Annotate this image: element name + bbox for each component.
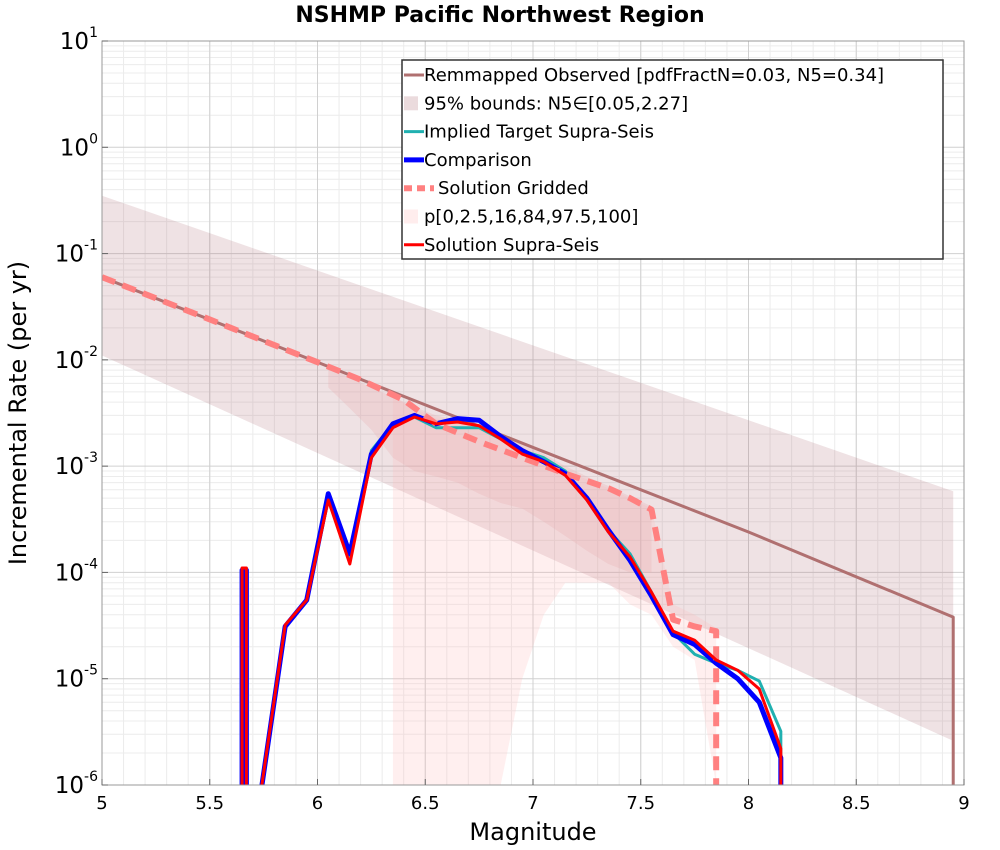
y-tick-base: 10 <box>55 773 84 799</box>
legend-label: Solution Supra-Seis <box>424 235 599 256</box>
y-tick-label: 10-3 <box>55 450 98 480</box>
legend-swatch <box>404 96 418 111</box>
y-tick-exponent: -6 <box>84 769 98 785</box>
legend-label: Solution Gridded <box>438 178 589 199</box>
y-tick-label: 101 <box>60 25 98 55</box>
legend-label: p[0,2.5,16,84,97.5,100] <box>424 207 638 228</box>
series-line <box>102 274 720 785</box>
y-tick-exponent: -5 <box>84 663 98 679</box>
y-axis-label: Incremental Rate (per yr) <box>4 261 32 565</box>
x-ticks: 5 5.5 6 6.5 7 7.5 8 8.5 9 <box>96 779 970 814</box>
y-tick-label: 10-4 <box>55 556 98 586</box>
x-tick-label: 6.5 <box>411 793 440 814</box>
legend-label: Implied Target Supra-Seis <box>424 122 654 143</box>
y-tick-label: 10-2 <box>55 344 98 374</box>
x-tick-label: 9 <box>958 793 969 814</box>
y-tick-base: 10 <box>55 560 84 586</box>
y-tick-exponent: -2 <box>84 344 98 360</box>
y-tick-base: 10 <box>60 29 89 55</box>
legend: Remmapped Observed [pdfFractN=0.03, N5=0… <box>401 59 944 260</box>
x-tick-label: 7.5 <box>626 793 655 814</box>
chart-title: NSHMP Pacific Northwest Region <box>295 3 704 28</box>
y-tick-base: 10 <box>55 667 84 693</box>
y-tick-exponent: -1 <box>84 238 98 254</box>
y-tick-base: 10 <box>55 242 84 268</box>
x-tick-label: 6 <box>312 793 323 814</box>
y-tick-base: 10 <box>55 348 84 374</box>
y-tick-exponent: -3 <box>84 450 98 466</box>
y-tick-exponent: 1 <box>89 25 98 41</box>
y-tick-exponent: -4 <box>84 556 98 572</box>
band-area <box>102 195 954 741</box>
x-tick-label: 8 <box>743 793 754 814</box>
y-tick-label: 10-5 <box>55 663 98 693</box>
y-tick-exponent: 0 <box>89 131 98 147</box>
series-line <box>102 275 955 785</box>
x-tick-label: 5 <box>96 793 107 814</box>
legend-swatch <box>404 209 418 224</box>
band-area <box>392 396 717 785</box>
y-tick-label: 100 <box>60 131 98 161</box>
legend-label: Remmapped Observed [pdfFractN=0.03, N5=0… <box>424 65 884 86</box>
x-axis-label: Magnitude <box>469 818 596 846</box>
legend-frame <box>401 59 944 260</box>
x-tick-label: 5.5 <box>195 793 224 814</box>
y-tick-base: 10 <box>55 454 84 480</box>
y-tick-base: 10 <box>60 135 89 161</box>
y-tick-label: 10-6 <box>55 769 98 799</box>
x-tick-label: 8.5 <box>842 793 871 814</box>
y-tick-label: 10-1 <box>55 238 98 268</box>
series-layer <box>102 274 955 785</box>
series-line <box>240 415 783 785</box>
legend-label: Comparison <box>424 150 532 171</box>
x-tick-label: 7 <box>527 793 538 814</box>
legend-label: 95% bounds: N5∈[0.05,2.27] <box>424 93 688 114</box>
